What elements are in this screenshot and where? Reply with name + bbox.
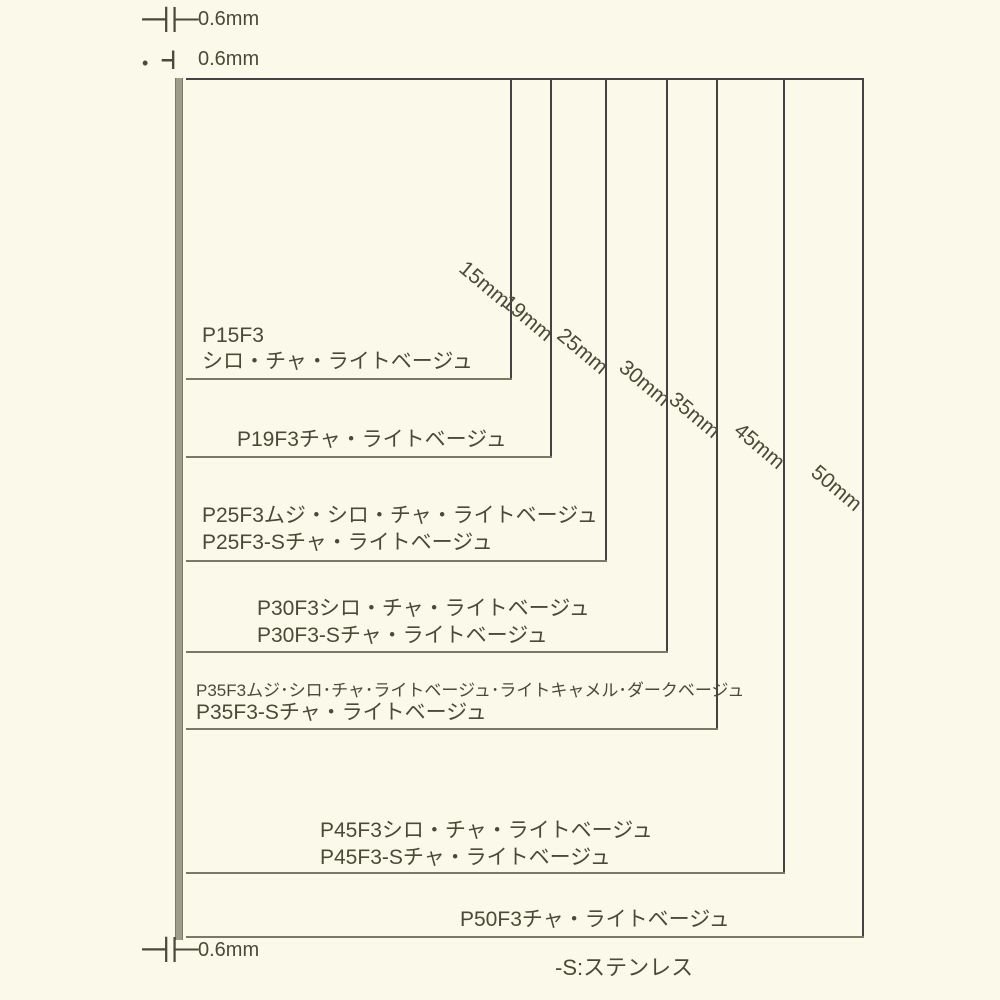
product-p35f3-line1: P35F3ムジ･シロ･チャ･ライトベージュ･ライトキャメル･ダークベージュ [196,676,744,701]
top-hglyph-icon: ⊣⊢ [139,10,202,30]
mm-label-25: 25mm [552,323,613,380]
product-p35f3-line2: P35F3-Sチャ・ライトベージュ [196,700,487,725]
top-dim-2: 0.6mm [198,47,259,71]
hline-45mm [186,872,785,874]
product-p15f3-line1: P15F3 [202,323,264,348]
vline-45mm [783,78,785,872]
top-border-line [186,78,864,80]
footer-note: -S:ステンレス [555,955,693,981]
hline-30mm [186,651,668,653]
hline-50mm [186,936,864,938]
product-p19f3-line1: P19F3チャ・ライトベージュ [237,427,507,452]
vline-35mm [716,78,718,728]
hline-25mm [186,560,607,562]
vline-19mm [550,78,552,456]
top-dim-1: 0.6mm [198,7,259,31]
product-p50f3-line1: P50F3チャ・ライトベージュ [460,907,730,932]
product-p45f3-line2: P45F3-Sチャ・ライトベージュ [320,845,611,870]
bullet-icon: • [142,53,148,74]
vline-15mm [510,78,512,378]
product-p15f3-line2: シロ・チャ・ライトベージュ [202,349,473,374]
top-vglyph-icon: ⫞ [160,48,177,68]
bottom-dim: 0.6mm [198,938,259,962]
hline-19mm [186,456,552,458]
product-p30f3-line1: P30F3シロ・チャ・ライトベージュ [257,596,590,621]
product-p25f3-line2: P25F3-Sチャ・ライトベージュ [202,530,493,555]
mm-label-19: 19mm [497,290,558,347]
mm-label-45: 45mm [729,418,790,475]
vline-50mm [862,78,864,936]
vline-30mm [666,78,668,651]
hline-35mm [186,728,718,730]
pin-size-diagram: ⊣⊢ 0.6mm ⫞ 0.6mm • ⊣⊢ 0.6mm 15mm 19mm 25… [0,0,1000,1000]
product-p30f3-line2: P30F3-Sチャ・ライトベージュ [257,623,548,648]
bottom-hglyph-icon: ⊣⊢ [139,940,202,960]
main-shaft [175,78,183,940]
mm-label-50: 50mm [806,460,867,517]
vline-25mm [605,78,607,560]
hline-15mm [186,378,512,380]
product-p25f3-line1: P25F3ムジ・シロ・チャ・ライトベージュ [202,503,598,528]
product-p45f3-line1: P45F3シロ・チャ・ライトベージュ [320,818,653,843]
